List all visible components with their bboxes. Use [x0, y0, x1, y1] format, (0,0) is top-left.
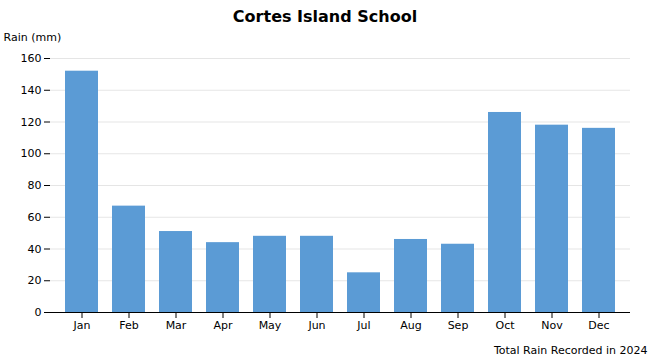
- svg-text:Mar: Mar: [166, 319, 187, 332]
- svg-text:Apr: Apr: [213, 319, 233, 332]
- svg-text:40: 40: [28, 243, 42, 256]
- svg-text:80: 80: [28, 179, 42, 192]
- svg-text:Dec: Dec: [588, 319, 609, 332]
- svg-text:Sep: Sep: [448, 319, 469, 332]
- svg-text:Aug: Aug: [400, 319, 421, 332]
- svg-text:Total Rain Recorded in 2024: Total Rain Recorded in 2024: [493, 344, 648, 357]
- svg-text:Feb: Feb: [119, 319, 138, 332]
- svg-text:Jan: Jan: [73, 319, 91, 332]
- svg-text:20: 20: [28, 274, 42, 287]
- svg-text:Jul: Jul: [356, 319, 370, 332]
- svg-text:120: 120: [21, 116, 42, 129]
- svg-text:Jun: Jun: [307, 319, 325, 332]
- svg-text:160: 160: [21, 52, 42, 65]
- svg-text:Oct: Oct: [495, 319, 515, 332]
- svg-text:May: May: [259, 319, 282, 332]
- html-text:Cortes Island School: Cortes Island School: [232, 7, 418, 26]
- svg-text:100: 100: [21, 147, 42, 160]
- svg-text:140: 140: [21, 84, 42, 97]
- svg-text:Rain (mm): Rain (mm): [4, 31, 62, 44]
- svg-text:0: 0: [35, 306, 42, 319]
- svg-text:60: 60: [28, 211, 42, 224]
- svg-text:Nov: Nov: [541, 319, 563, 332]
